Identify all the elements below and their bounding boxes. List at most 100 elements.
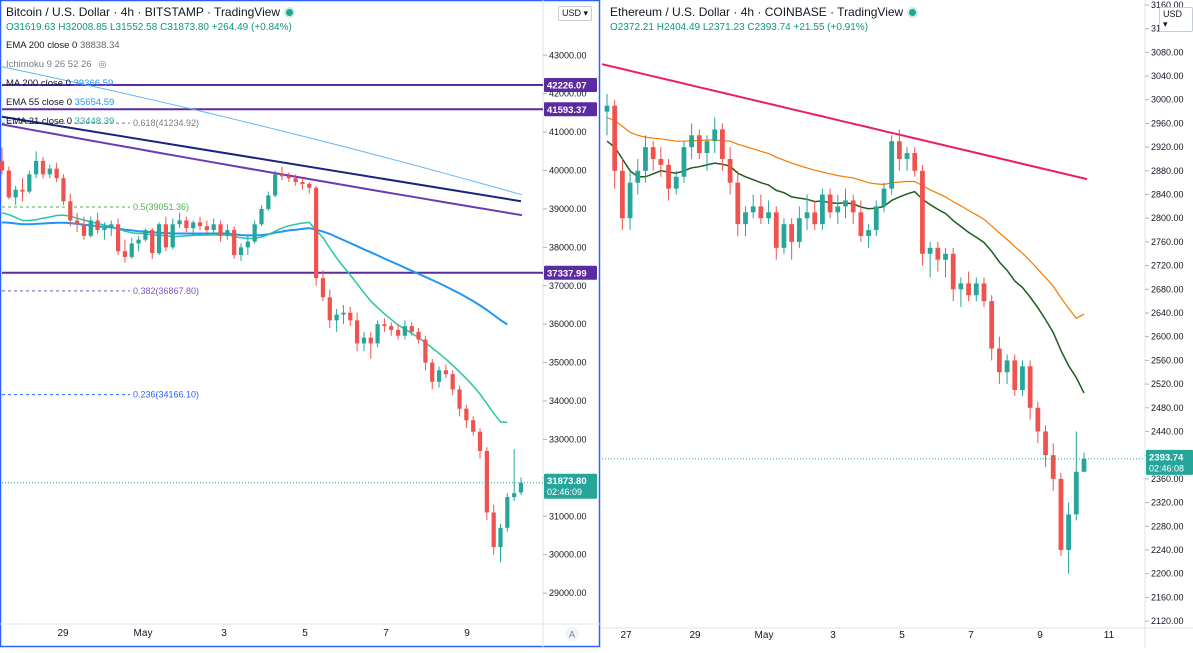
candle-body (843, 200, 848, 207)
btc-close: C31873.80 (160, 22, 209, 33)
x-tick-label: 3 (830, 630, 836, 641)
candle-body (750, 206, 756, 213)
candle-body (1073, 471, 1079, 515)
ema200-line (1, 123, 523, 217)
candle-body (197, 222, 203, 227)
ema55-line (606, 116, 1085, 320)
y-tick-label: 2520.00 (1151, 379, 1184, 389)
price-tag (544, 102, 597, 117)
candle-body (273, 174, 278, 196)
y-tick-label: 2880.00 (1151, 166, 1184, 176)
y-tick-label: 3040.00 (1151, 71, 1184, 81)
y-tick-label: 2560.00 (1151, 355, 1184, 365)
candle-body (658, 158, 664, 165)
candle-body (1066, 514, 1071, 550)
candle-body (423, 339, 428, 363)
last-price-label: 2393.74 (1149, 452, 1184, 463)
candle-body (177, 220, 182, 225)
candle-body (375, 324, 380, 344)
candle-body (627, 182, 633, 219)
indicator-ma200[interactable]: MA 200 close 0 39366.59 (6, 78, 114, 89)
candle-body (402, 326, 408, 336)
candle-body (314, 187, 319, 279)
indicator-ema21[interactable]: EMA 21 close 0 33448.39 (6, 116, 115, 127)
fib-level-label: 0.618(41234.92) (133, 118, 199, 128)
btc-open: O31619.63 (6, 22, 56, 33)
trendline (1, 115, 522, 203)
last-price-tag (544, 473, 597, 499)
fib-level-label: 0.236(34166.10) (133, 390, 199, 400)
candle-body (650, 147, 656, 159)
y-tick-label: 29000.00 (549, 588, 587, 598)
candle-body (612, 105, 618, 171)
y-tick-label: 35000.00 (549, 358, 587, 368)
y-tick-label: 34000.00 (549, 396, 587, 406)
x-tick-label: 7 (383, 628, 389, 639)
candle-body (443, 370, 448, 375)
candle-body (430, 362, 435, 382)
candle-body (966, 283, 971, 296)
indicator-ichimoku[interactable]: Ichimoku 9 26 52 26 ◎ (6, 59, 107, 70)
y-tick-label: 2680.00 (1151, 284, 1184, 294)
candle-body (245, 241, 250, 248)
candle-body (136, 239, 141, 244)
ema200-line (601, 63, 1088, 181)
countdown-label: 02:46:08 (1149, 463, 1184, 473)
candle-body (896, 141, 902, 159)
candle-body (389, 326, 394, 330)
candle-body (973, 283, 979, 296)
candle-body (881, 188, 887, 207)
candle-body (689, 135, 695, 148)
candle-body (720, 129, 725, 159)
price-tag-label: 41593.37 (547, 105, 587, 116)
indicator-ema200[interactable]: EMA 200 close 0 38838.34 (6, 40, 120, 51)
candle-body (6, 170, 11, 198)
candle-body (266, 195, 271, 209)
candle-body (109, 224, 114, 229)
candle-body (300, 182, 305, 184)
indicator-ema55[interactable]: EMA 55 close 0 35654.59 (6, 97, 115, 108)
candle-body (122, 251, 128, 257)
candle-body (773, 212, 779, 248)
candle-body (75, 220, 80, 225)
candle-body (935, 247, 941, 260)
candle-body (320, 278, 326, 298)
x-tick-label: 9 (464, 628, 470, 639)
candle-body (1043, 431, 1048, 456)
candle-body (450, 374, 455, 390)
candle-body (873, 206, 879, 231)
ma200-line (1, 66, 523, 196)
eth-currency-select[interactable]: USD ▾ (1159, 7, 1193, 32)
y-tick-label: 2920.00 (1151, 142, 1184, 152)
candle-body (307, 183, 312, 188)
y-tick-label: 2720.00 (1151, 261, 1184, 271)
candle-body (712, 129, 718, 142)
candle-body (95, 220, 100, 231)
candle-body (293, 178, 298, 183)
candle-body (348, 312, 353, 321)
y-tick-label: 41000.00 (549, 127, 587, 137)
candle-body (191, 222, 196, 229)
y-tick-label: 2280.00 (1151, 521, 1184, 531)
candle-body (789, 224, 795, 242)
candle-body (727, 158, 733, 183)
candle-body (635, 170, 641, 183)
eth-close: C2393.74 (747, 22, 791, 33)
btc-currency-select[interactable]: USD ▾ (558, 6, 593, 21)
candle-body (361, 337, 367, 344)
btc-low: L31552.58 (110, 22, 158, 33)
candle-body (743, 212, 748, 225)
y-tick-label: 2800.00 (1151, 213, 1184, 223)
eye-hidden-icon[interactable]: ◎ (98, 59, 107, 70)
last-price-tag (1146, 449, 1193, 475)
price-tag-label: 37337.99 (547, 268, 587, 279)
x-tick-label: 5 (302, 628, 308, 639)
candle-body (163, 224, 169, 248)
candle-body (804, 212, 810, 219)
candle-body (927, 247, 933, 254)
candle-body (920, 170, 925, 254)
candle-body (604, 105, 610, 112)
candle-body (368, 337, 373, 344)
price-tag-label: 42226.07 (547, 80, 587, 91)
candle-body (958, 283, 964, 290)
